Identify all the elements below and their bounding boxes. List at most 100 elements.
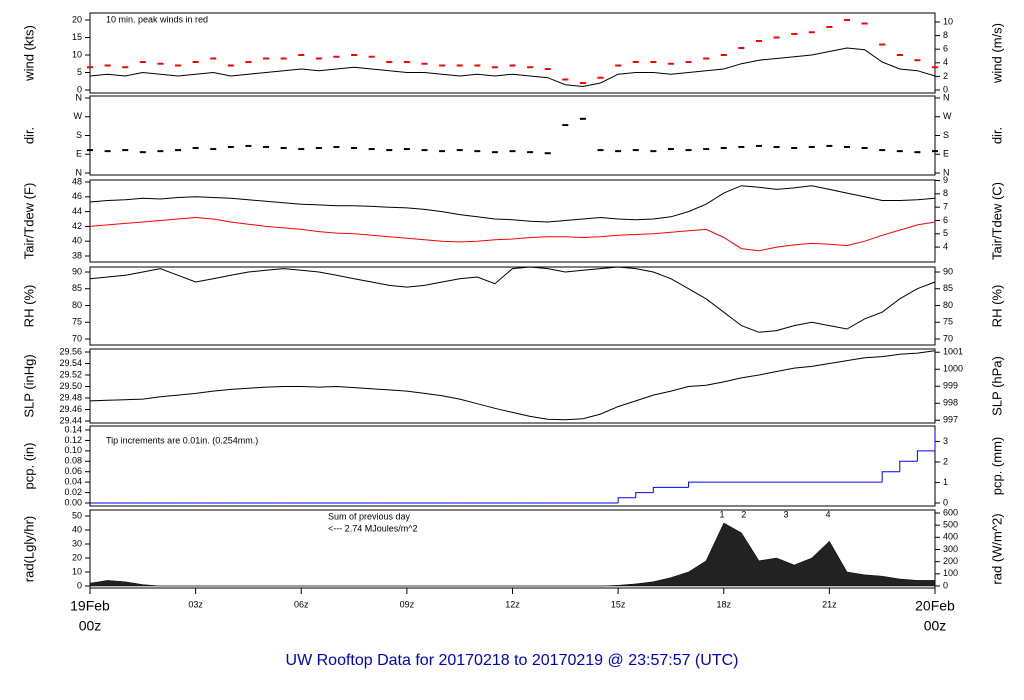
x-tick-label: 18z [716, 599, 731, 609]
y-tick-label: 40 [72, 524, 82, 534]
y-tick-label: 10 [72, 49, 82, 59]
hour-marker: 4 [825, 509, 830, 519]
y-tick-label: 100 [943, 568, 958, 578]
y-tick-label: 70 [72, 333, 82, 343]
y-axis-label: SLP (inHg) [21, 354, 36, 417]
y-tick-label: 500 [943, 520, 958, 530]
x-tick-label: 03z [188, 599, 203, 609]
x-tick-label: 09z [400, 599, 415, 609]
y-tick-label: 3 [943, 436, 948, 446]
step-segment [881, 471, 900, 483]
y-tick-label: 29.52 [59, 369, 82, 379]
y-tick-label: E [943, 149, 949, 159]
y-tick-label: 997 [943, 415, 958, 425]
y2-axis-label: RH (%) [989, 285, 1004, 328]
y-tick-label: 0.04 [64, 477, 82, 487]
y-tick-label: 0.06 [64, 466, 82, 476]
y-tick-label: 0 [943, 84, 948, 94]
y-tick-label: 90 [943, 266, 953, 276]
step-segment [916, 450, 935, 462]
step-segment [899, 460, 918, 472]
y-tick-label: 0.08 [64, 456, 82, 466]
y-tick-label: 29.46 [59, 404, 82, 414]
y-tick-label: 9 [943, 175, 948, 185]
y-tick-label: 29.48 [59, 392, 82, 402]
y-tick-label: 75 [72, 317, 82, 327]
y-axis-label: RH (%) [21, 285, 36, 328]
y-tick-label: 85 [943, 283, 953, 293]
y-tick-label: 29.44 [59, 415, 82, 425]
y-tick-label: 600 [943, 507, 958, 517]
y2-axis-label: Tair/Tdew (C) [989, 182, 1004, 260]
y-tick-label: 48 [72, 176, 82, 186]
y2-axis-label: SLP (hPa) [989, 356, 1004, 416]
y-tick-label: 2 [943, 456, 948, 466]
y-tick-label: 5 [77, 67, 82, 77]
y-tick-label: S [76, 130, 82, 140]
y-tick-label: N [76, 92, 83, 102]
y-tick-label: 8 [943, 188, 948, 198]
data-line [89, 216, 936, 252]
y-tick-label: 15 [72, 32, 82, 42]
x-tick-label: 15z [611, 599, 626, 609]
y-tick-label: 1 [943, 477, 948, 487]
x-tick-label: 12z [505, 599, 520, 609]
y-tick-label: 0.02 [64, 487, 82, 497]
y-tick-label: N [943, 92, 950, 102]
y-tick-label: 999 [943, 381, 958, 391]
annotation: Sum of previous day [328, 511, 411, 521]
step-segment [617, 497, 636, 503]
y-tick-label: 2 [943, 71, 948, 81]
y-tick-label: 20 [72, 14, 82, 24]
y-tick-label: 4 [943, 57, 948, 67]
x-date-label: 19Feb [70, 598, 110, 614]
panel-frame [89, 179, 936, 263]
y-tick-label: 0.14 [64, 424, 82, 434]
caption: UW Rooftop Data for 20170218 to 20170219… [286, 652, 739, 669]
y-tick-label: 0 [77, 580, 82, 590]
y-tick-label: 1001 [943, 347, 963, 357]
y2-axis-label: rad (W/m^2) [989, 513, 1004, 584]
x-tick-label: 06z [294, 599, 309, 609]
y-tick-label: 7 [943, 202, 948, 212]
y-axis-label: dir. [21, 127, 36, 144]
y-tick-label: 85 [72, 283, 82, 293]
step-segment [688, 481, 707, 488]
hour-marker: 3 [784, 509, 789, 519]
y-tick-label: 90 [72, 266, 82, 276]
y2-axis-label: wind (m/s) [989, 23, 1004, 84]
x-tick-label: 00z [924, 618, 947, 634]
panel-frame [89, 266, 936, 346]
panel-frame [89, 425, 936, 507]
y-axis-label: Tair/Tdew (F) [21, 183, 36, 260]
y-tick-label: 0 [943, 580, 948, 590]
y-tick-label: 0.00 [64, 497, 82, 507]
y-tick-label: 50 [72, 510, 82, 520]
y-tick-label: S [943, 130, 949, 140]
x-tick-label: 21z [822, 599, 837, 609]
y-tick-label: 0.10 [64, 445, 82, 455]
y-tick-label: 75 [943, 317, 953, 327]
y-tick-label: 0 [943, 497, 948, 507]
y-tick-label: 46 [72, 191, 82, 201]
y-tick-label: 998 [943, 398, 958, 408]
data-line [89, 266, 936, 333]
y-tick-label: W [943, 111, 952, 121]
panel-frame [89, 12, 936, 94]
step-segment [635, 492, 654, 498]
y-tick-label: E [76, 149, 82, 159]
y-tick-label: 80 [72, 300, 82, 310]
y-tick-label: W [74, 111, 83, 121]
y-tick-label: 200 [943, 556, 958, 566]
y-tick-label: 29.56 [59, 346, 82, 356]
y-tick-label: 1000 [943, 364, 963, 374]
hour-marker: 2 [741, 509, 746, 519]
data-line [89, 47, 936, 88]
y-tick-label: 300 [943, 544, 958, 554]
y-tick-label: 0 [77, 84, 82, 94]
step-segment [652, 486, 671, 493]
y-tick-label: 80 [943, 300, 953, 310]
panel-frame [89, 95, 936, 176]
